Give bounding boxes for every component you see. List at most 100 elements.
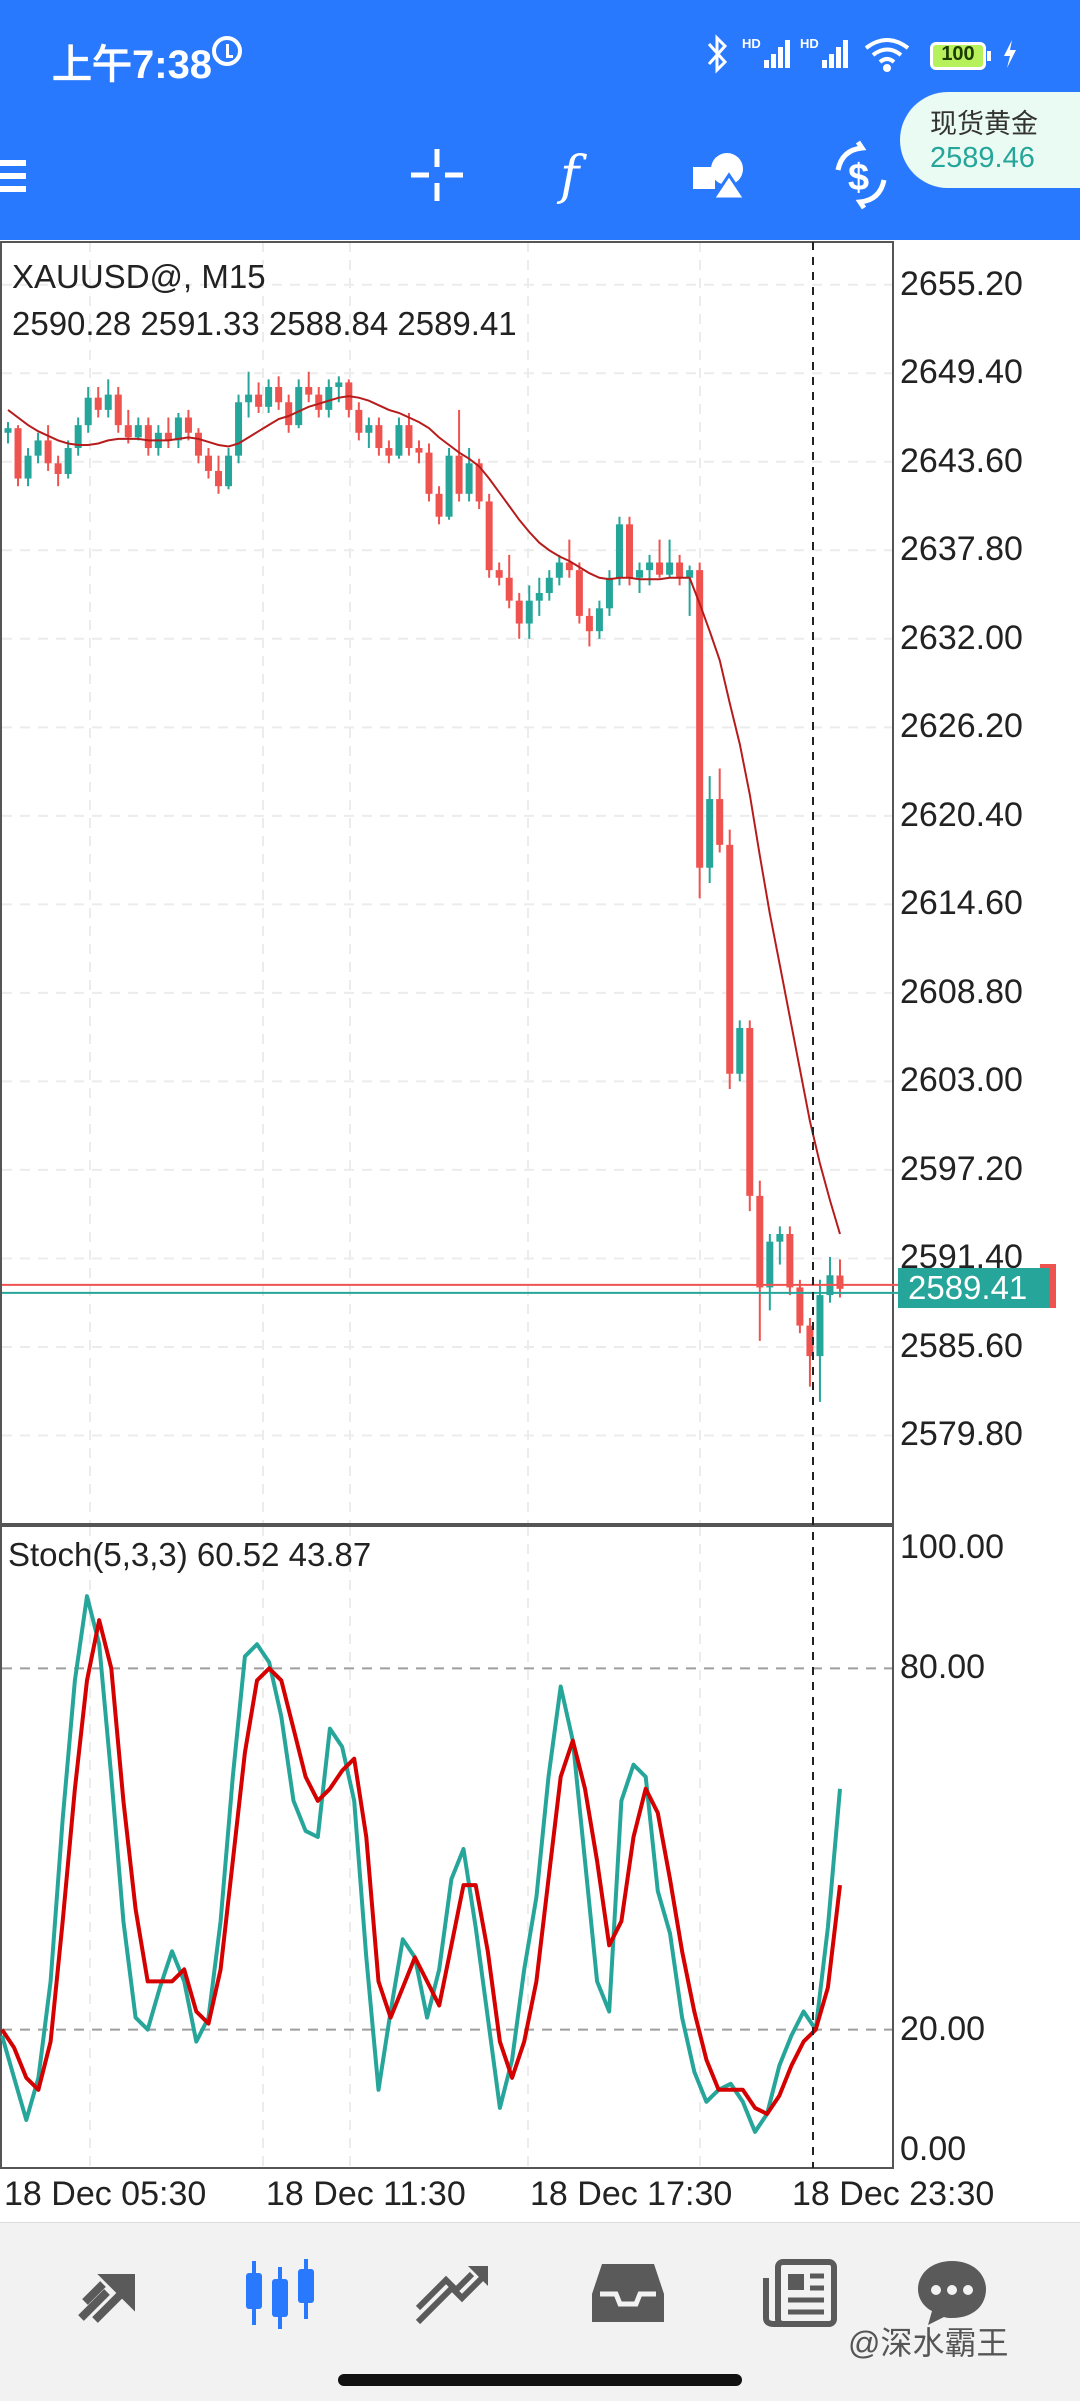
candle-body [595,608,603,632]
stoch-signal-line [0,1618,842,2116]
candle-body [756,1195,764,1288]
price-tick-label: 2579.80 [900,1415,1023,1454]
candle-body [636,570,644,578]
crosshair-icon[interactable] [392,130,482,220]
current-price-tag: 2589.41 [898,1268,1050,1308]
objects-icon[interactable] [676,130,766,220]
candle-body [375,425,383,449]
chart-symbol-timeframe: XAUUSD@, M15 [12,258,266,295]
candle-body [54,463,62,474]
news-icon[interactable] [760,2253,840,2333]
status-time: 上午7:38 [52,43,213,87]
candle-body [545,577,553,594]
candle-body [204,455,212,471]
candle-body [194,432,202,456]
candle-body [34,440,42,456]
chart-icon[interactable] [240,2253,320,2333]
stoch-tick-label: 20.00 [900,2009,986,2048]
candle-body [776,1234,784,1242]
candle-body [425,452,433,494]
trade-icon[interactable] [412,2253,492,2333]
candle-body [495,570,503,578]
stoch-pane-border [0,1525,894,2169]
status-bar: 上午7:38 HD HD 100 [0,0,1080,110]
price-tick-label: 2649.40 [900,353,1023,392]
history-icon[interactable] [588,2253,668,2333]
candle-body [475,463,483,502]
candle-body [245,394,253,403]
price-tick-label: 2614.60 [900,884,1023,923]
quotes-icon[interactable] [68,2253,148,2333]
candle-body [215,470,223,487]
candle-body [615,524,623,578]
candle-body [666,562,674,575]
price-tick-label: 2597.20 [900,1149,1023,1188]
stoch-title: Stoch(5,3,3) 60.52 43.87 [8,1536,372,1573]
candle-body [325,386,333,410]
price-tick-label: 2655.20 [900,264,1023,303]
candle-body [285,402,293,426]
battery-icon: 100 [930,42,991,70]
candle-body [265,386,273,407]
candle-body [74,425,82,449]
candle-body [124,425,132,438]
indicators-icon[interactable]: f [532,130,622,220]
candle-body [14,428,22,479]
candle-body [515,600,523,624]
price-tick-label: 2626.20 [900,707,1023,746]
stoch-tick-label: 0.00 [900,2130,967,2168]
candle-body [465,463,473,494]
candle-body [184,417,192,433]
menu-icon[interactable] [0,130,40,220]
candle-body [415,448,423,453]
candle-body [605,577,613,609]
candle-body [656,562,664,575]
candle-body [525,600,533,624]
time-tick-label: 18 Dec 17:30 [530,2175,733,2213]
candle-body [104,394,112,410]
candle-body [736,1027,744,1074]
candle-body [716,799,724,845]
candle-body [555,562,563,578]
candle-body [455,455,463,494]
svg-text:HD: HD [800,36,819,51]
svg-text:f: f [556,146,587,205]
candle-body [94,397,102,410]
moving-average-line [7,395,841,1235]
candle-body [726,844,734,1074]
candle-body [585,615,593,632]
price-chart[interactable] [0,240,1080,2215]
candle-body [164,432,172,441]
candle-body [44,440,52,464]
candle-body [395,425,403,456]
candle-body [134,425,142,438]
candle-body [766,1241,774,1288]
price-tick-label: 2608.80 [900,972,1023,1011]
stoch-tick-label: 100.00 [900,1528,1004,1566]
candle-body [255,394,263,407]
chart-grid [2,242,893,2168]
time-tick-label: 18 Dec 23:30 [792,2175,995,2213]
candle-body [235,402,243,456]
bottom-nav [0,2222,1080,2401]
quote-price: 2589.46 [930,142,1035,174]
chat-icon[interactable] [912,2253,992,2333]
candle-body [786,1234,794,1288]
candle-body [355,409,363,433]
svg-text:$: $ [848,157,869,199]
home-indicator[interactable] [338,2374,742,2386]
candle-body [676,562,684,578]
candle-body [174,417,182,441]
candles-layer [4,371,844,1402]
candle-body [4,428,12,433]
quote-bubble[interactable]: 现货黄金 2589.46 [900,92,1080,188]
candle-body [796,1287,804,1326]
quote-symbol-name: 现货黄金 [930,109,1038,139]
time-tick-label: 18 Dec 05:30 [4,2175,207,2213]
candle-body [706,799,714,868]
symbol-icon[interactable]: $ [816,130,906,220]
candle-body [385,448,393,456]
candle-body [114,394,122,426]
candle-body [806,1325,814,1357]
stoch-main-line [0,1594,842,2134]
